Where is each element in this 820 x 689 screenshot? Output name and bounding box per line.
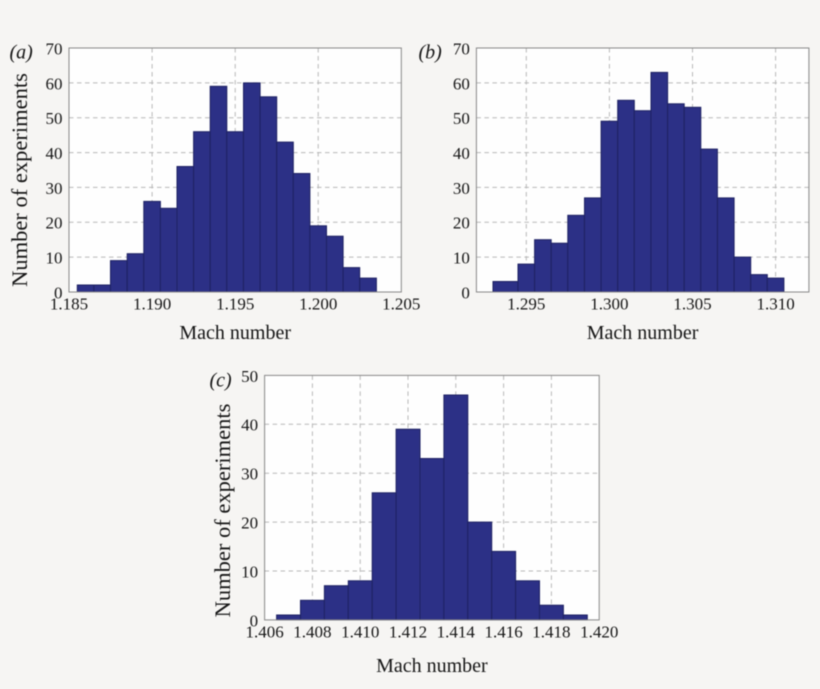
svg-text:Number of experiments: Number of experiments — [210, 404, 235, 618]
svg-text:1.295: 1.295 — [507, 295, 545, 314]
svg-text:0: 0 — [461, 283, 470, 302]
svg-text:1.416: 1.416 — [484, 623, 522, 642]
svg-text:50: 50 — [453, 109, 470, 128]
svg-text:1.305: 1.305 — [673, 295, 711, 314]
svg-text:Mach number: Mach number — [587, 322, 699, 344]
svg-text:0: 0 — [250, 611, 259, 630]
svg-text:1.410: 1.410 — [341, 623, 379, 642]
svg-text:(a): (a) — [10, 42, 34, 64]
svg-text:1.310: 1.310 — [756, 295, 794, 314]
svg-text:50: 50 — [46, 109, 63, 128]
svg-text:10: 10 — [453, 249, 470, 268]
svg-text:Mach number: Mach number — [376, 655, 488, 677]
svg-text:50: 50 — [241, 367, 258, 386]
svg-text:60: 60 — [46, 74, 63, 93]
svg-text:1.300: 1.300 — [590, 295, 628, 314]
svg-text:30: 30 — [453, 179, 470, 198]
svg-text:10: 10 — [46, 249, 63, 268]
svg-text:1.412: 1.412 — [389, 623, 427, 642]
svg-text:0: 0 — [54, 283, 63, 302]
svg-text:1.200: 1.200 — [299, 295, 337, 314]
svg-text:30: 30 — [46, 179, 63, 198]
svg-text:40: 40 — [46, 144, 63, 163]
svg-text:30: 30 — [241, 465, 258, 484]
svg-text:1.414: 1.414 — [437, 623, 476, 642]
svg-text:(b): (b) — [419, 42, 443, 64]
svg-text:1.185: 1.185 — [50, 295, 88, 314]
svg-text:20: 20 — [241, 514, 258, 533]
svg-text:1.418: 1.418 — [532, 623, 570, 642]
svg-text:Mach number: Mach number — [179, 322, 291, 344]
svg-text:Number of experiments: Number of experiments — [7, 73, 32, 287]
svg-text:1.190: 1.190 — [133, 295, 171, 314]
svg-text:40: 40 — [241, 416, 258, 435]
svg-text:1.195: 1.195 — [216, 295, 254, 314]
svg-text:20: 20 — [453, 214, 470, 233]
svg-text:1.205: 1.205 — [382, 295, 420, 314]
svg-text:70: 70 — [46, 39, 63, 58]
svg-text:1.406: 1.406 — [245, 623, 283, 642]
svg-text:40: 40 — [453, 144, 470, 163]
svg-text:20: 20 — [46, 214, 63, 233]
svg-text:70: 70 — [453, 39, 470, 58]
svg-text:(c): (c) — [210, 370, 233, 392]
svg-text:1.420: 1.420 — [580, 623, 618, 642]
svg-text:1.408: 1.408 — [293, 623, 331, 642]
svg-text:60: 60 — [453, 74, 470, 93]
svg-text:10: 10 — [241, 562, 258, 581]
